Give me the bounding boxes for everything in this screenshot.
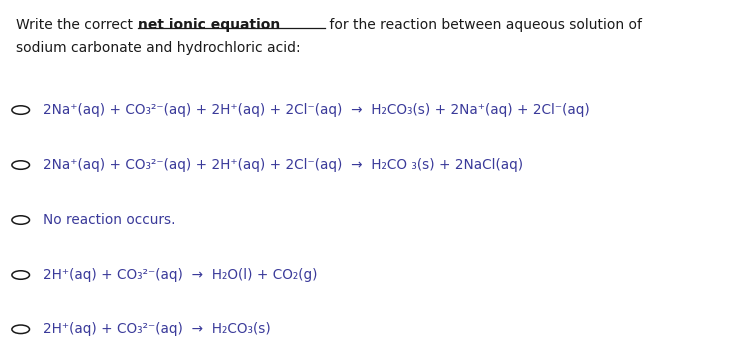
Text: 2H⁺(aq) + CO₃²⁻(aq)  →  H₂CO₃(s): 2H⁺(aq) + CO₃²⁻(aq) → H₂CO₃(s) bbox=[43, 322, 270, 336]
Text: 2Na⁺(aq) + CO₃²⁻(aq) + 2H⁺(aq) + 2Cl⁻(aq)  →  H₂CO ₃(s) + 2NaCl(aq): 2Na⁺(aq) + CO₃²⁻(aq) + 2H⁺(aq) + 2Cl⁻(aq… bbox=[43, 158, 523, 172]
Text: net ionic equation: net ionic equation bbox=[138, 18, 280, 32]
Text: 2H⁺(aq) + CO₃²⁻(aq)  →  H₂O(l) + CO₂(g): 2H⁺(aq) + CO₃²⁻(aq) → H₂O(l) + CO₂(g) bbox=[43, 268, 318, 282]
Text: 2Na⁺(aq) + CO₃²⁻(aq) + 2H⁺(aq) + 2Cl⁻(aq)  →  H₂CO₃(s) + 2Na⁺(aq) + 2Cl⁻(aq): 2Na⁺(aq) + CO₃²⁻(aq) + 2H⁺(aq) + 2Cl⁻(aq… bbox=[43, 103, 589, 117]
Text: Write the correct: Write the correct bbox=[16, 18, 142, 32]
Text: sodium carbonate and hydrochloric acid:: sodium carbonate and hydrochloric acid: bbox=[16, 41, 301, 55]
Text: for the reaction between aqueous solution of: for the reaction between aqueous solutio… bbox=[324, 18, 642, 32]
Text: No reaction occurs.: No reaction occurs. bbox=[43, 213, 175, 227]
